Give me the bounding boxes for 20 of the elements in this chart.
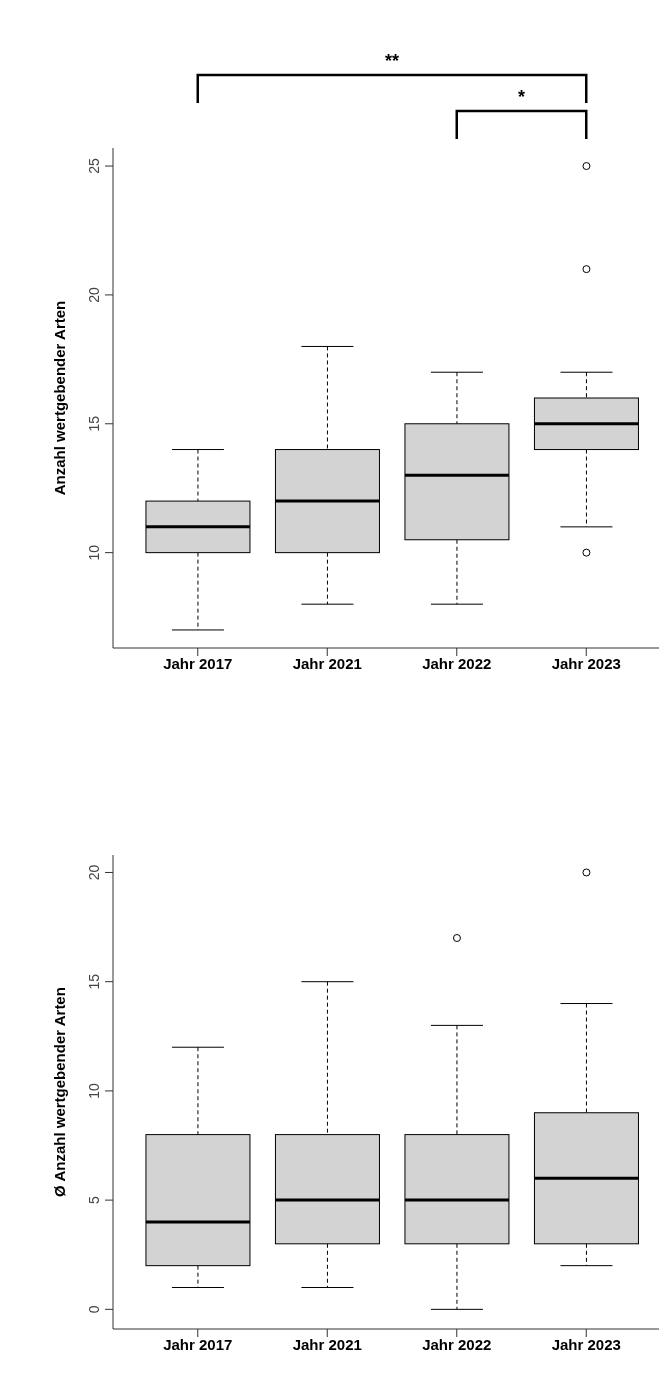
x-tick-label: Jahr 2023 [551,1335,621,1353]
y-tick-label: 15 [86,973,102,990]
y-tick-label: 20 [86,286,102,303]
x-tick-label: Jahr 2021 [292,654,362,672]
x-tick-label: Jahr 2021 [292,1335,362,1353]
x-tick-label: Jahr 2022 [422,1335,492,1353]
y-tick-label: 5 [86,1196,102,1205]
x-tick-label: Jahr 2022 [422,654,492,672]
significance-brackets: ** * [8,8,661,144]
y-tick-label: 25 [86,158,102,174]
y-axis-title: Anzahl wertgebender Arten [51,300,69,496]
y-axis-title: Ø Anzahl wertgebender Arten [51,987,69,1197]
x-tick-label: Jahr 2023 [551,654,621,672]
y-tick-label: 10 [86,544,102,561]
y-tick-label: 20 [86,864,102,881]
y-tick-label: 15 [86,415,102,432]
y-tick-label: 0 [86,1305,102,1314]
x-tick-label: Jahr 2017 [163,654,233,672]
y-tick-label: 10 [86,1082,102,1099]
x-tick-label: Jahr 2017 [163,1335,233,1353]
